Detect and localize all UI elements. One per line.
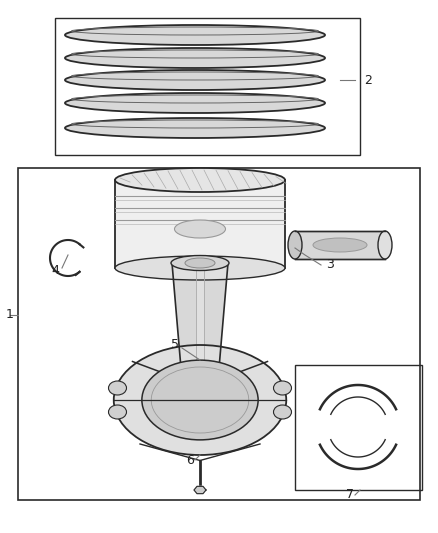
Ellipse shape	[109, 381, 127, 395]
Ellipse shape	[174, 220, 226, 238]
Bar	[115, 180, 285, 268]
Ellipse shape	[142, 360, 258, 440]
Ellipse shape	[65, 118, 325, 138]
Polygon shape	[204, 263, 228, 380]
Ellipse shape	[273, 405, 292, 419]
Ellipse shape	[65, 70, 325, 90]
Bar	[55, 18, 360, 155]
Ellipse shape	[288, 231, 302, 259]
Polygon shape	[196, 263, 204, 380]
Ellipse shape	[109, 405, 127, 419]
Ellipse shape	[313, 238, 367, 252]
Text: 2: 2	[364, 74, 372, 86]
Ellipse shape	[378, 231, 392, 259]
Text: 5: 5	[171, 338, 179, 351]
Polygon shape	[172, 263, 196, 380]
Ellipse shape	[115, 168, 285, 192]
Text: 3: 3	[326, 259, 334, 271]
Ellipse shape	[171, 255, 229, 271]
Text: 4: 4	[51, 263, 59, 277]
Ellipse shape	[114, 345, 286, 455]
Ellipse shape	[115, 256, 285, 280]
Ellipse shape	[185, 258, 215, 268]
Ellipse shape	[273, 381, 292, 395]
Text: 6: 6	[186, 454, 194, 466]
Ellipse shape	[65, 25, 325, 45]
Bar	[295, 365, 422, 490]
Polygon shape	[194, 487, 206, 494]
Ellipse shape	[65, 48, 325, 68]
Bar	[18, 168, 420, 500]
Bar	[295, 231, 385, 259]
Text: 7: 7	[346, 489, 354, 502]
Text: 1: 1	[6, 309, 14, 321]
Ellipse shape	[65, 93, 325, 113]
